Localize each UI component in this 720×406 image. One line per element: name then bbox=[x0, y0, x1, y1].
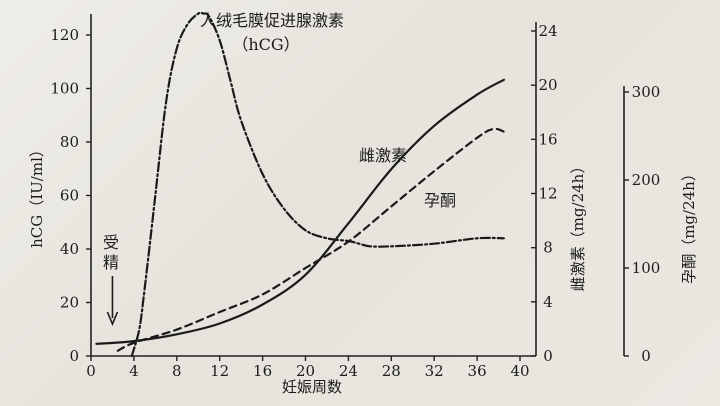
estrogen-tick-label: 24 bbox=[538, 22, 557, 40]
hcg-tick-label: 0 bbox=[69, 347, 79, 365]
x-tick-label: 12 bbox=[210, 362, 229, 380]
progesterone-tick-label: 0 bbox=[641, 347, 651, 365]
x-tick-label: 16 bbox=[253, 362, 272, 380]
hcg-series-label-abbrev: （hCG） bbox=[232, 35, 299, 54]
fertilization-label-1: 受 bbox=[103, 233, 119, 252]
progesterone-curve bbox=[116, 127, 505, 352]
hcg-series-label: 人绒毛膜促进腺激素 bbox=[200, 11, 344, 30]
progesterone-axis-label: 孕酮（mg/24h） bbox=[680, 166, 698, 284]
fertilization-label-2: 精 bbox=[103, 253, 119, 272]
estrogen-curve bbox=[95, 78, 505, 345]
x-tick-label: 20 bbox=[296, 362, 315, 380]
x-tick-label: 8 bbox=[172, 362, 182, 380]
x-tick-label: 32 bbox=[425, 362, 444, 380]
hcg-tick-label: 40 bbox=[60, 240, 79, 258]
hcg-tick-label: 100 bbox=[50, 80, 79, 98]
x-axis-label: 妊娠周数 bbox=[282, 378, 342, 396]
hcg-tick-label: 20 bbox=[60, 294, 79, 312]
x-tick-label: 0 bbox=[86, 362, 96, 380]
x-tick-label: 40 bbox=[510, 362, 529, 380]
fertilization-arrow-head bbox=[106, 311, 119, 327]
estrogen-tick-label: 8 bbox=[543, 239, 553, 257]
estrogen-axis-label: 雌激素（mg/24h） bbox=[569, 159, 587, 292]
hcg-curve bbox=[130, 11, 505, 358]
progesterone-tick-label: 200 bbox=[632, 171, 661, 189]
estrogen-tick-label: 12 bbox=[538, 185, 557, 203]
x-tick-label: 4 bbox=[129, 362, 139, 380]
hcg-axis-label: hCG（IU/ml） bbox=[28, 142, 46, 248]
x-tick-label: 28 bbox=[382, 362, 401, 380]
progesterone-tick-label: 300 bbox=[632, 83, 661, 101]
estrogen-tick-label: 4 bbox=[543, 293, 553, 311]
progesterone-series-label: 孕酮 bbox=[424, 191, 456, 210]
estrogen-series-label: 雌激素 bbox=[359, 146, 407, 165]
x-tick-label: 36 bbox=[468, 362, 487, 380]
progesterone-tick-label: 100 bbox=[632, 259, 661, 277]
x-tick-label: 24 bbox=[339, 362, 358, 380]
estrogen-tick-label: 16 bbox=[538, 130, 557, 148]
estrogen-tick-label: 0 bbox=[543, 347, 553, 365]
estrogen-tick-label: 20 bbox=[538, 76, 557, 94]
hcg-tick-label: 80 bbox=[60, 133, 79, 151]
hcg-tick-label: 60 bbox=[60, 187, 79, 205]
hcg-tick-label: 120 bbox=[50, 26, 79, 44]
